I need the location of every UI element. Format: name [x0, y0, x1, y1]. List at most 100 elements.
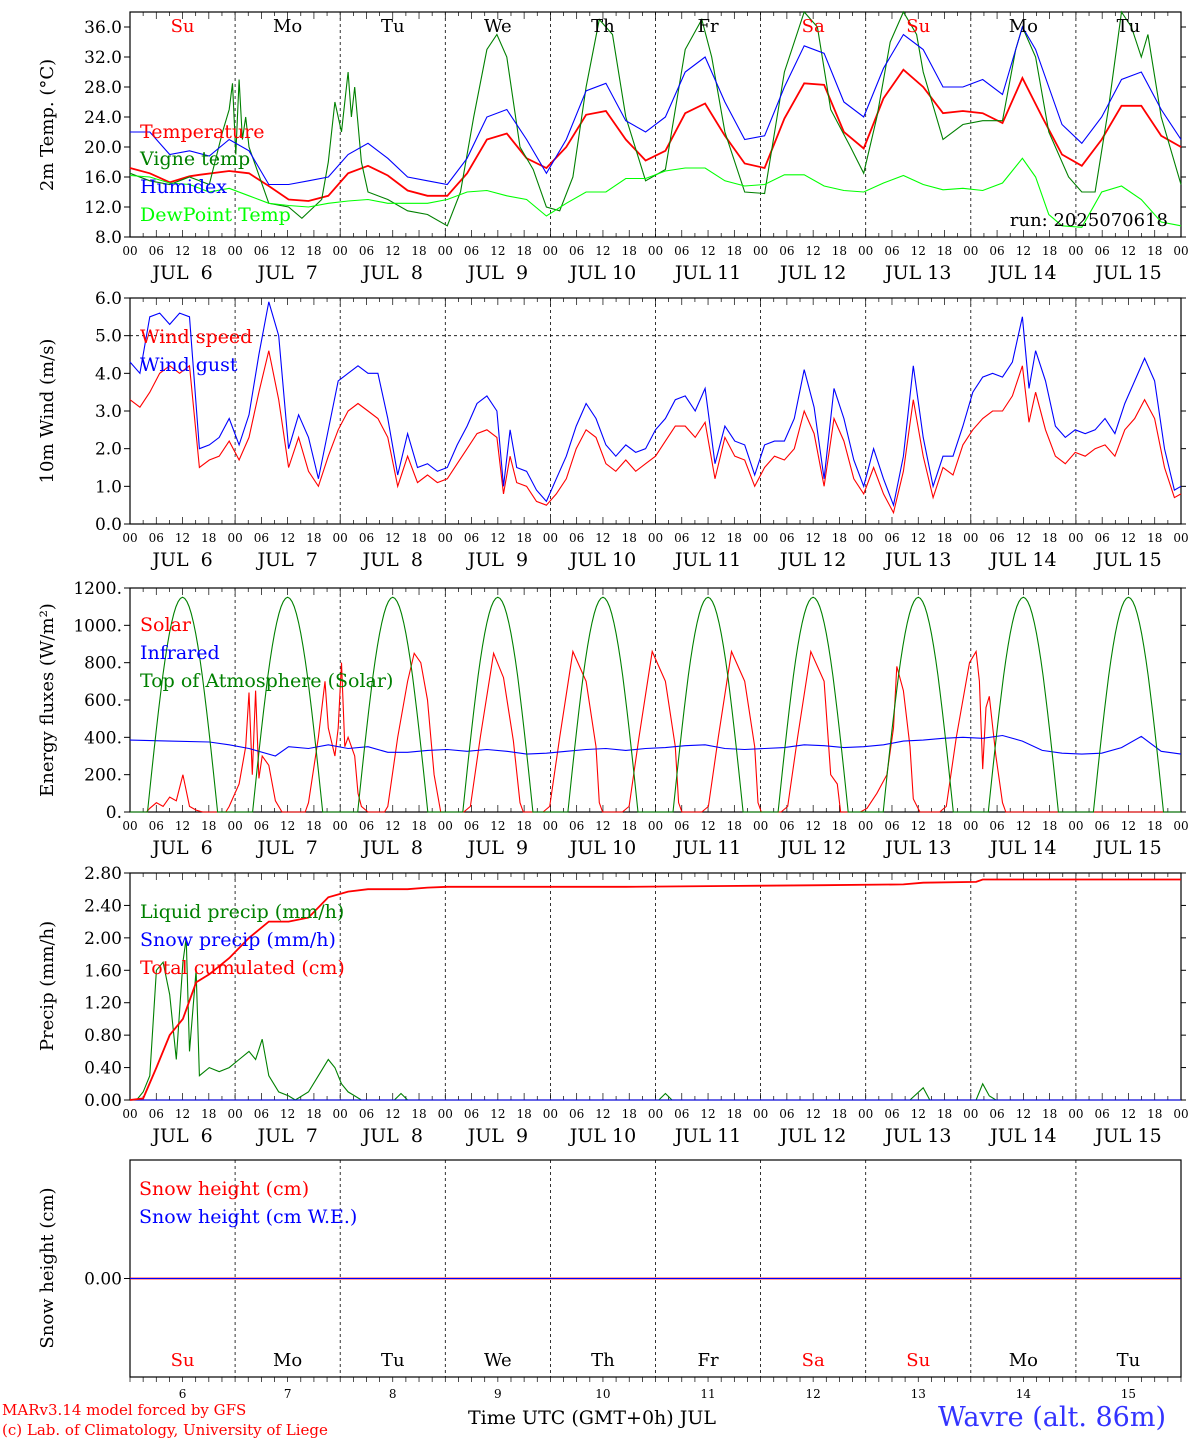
y-tick-label: 1200. [73, 579, 122, 599]
hour-tick-label: 12 [911, 244, 926, 258]
hour-tick-label: 00 [753, 819, 768, 833]
legend-entry: Snow precip (mm/h) [140, 929, 336, 951]
y-tick-label: 12.0 [84, 198, 122, 218]
day-number-label: 14 [1016, 1387, 1032, 1401]
hour-tick-label: 06 [149, 1107, 164, 1121]
y-tick-label: 200. [84, 766, 122, 786]
hour-tick-label: 00 [648, 244, 663, 258]
day-label: JUL 15 [1093, 837, 1161, 859]
weekday-label: Su [906, 16, 930, 37]
hour-tick-label: 18 [1147, 1107, 1162, 1121]
day-label: JUL 11 [673, 549, 741, 571]
y-tick-label: 2.40 [84, 896, 122, 916]
hour-tick-label: 00 [122, 244, 137, 258]
hour-tick-label: 00 [858, 531, 873, 545]
hour-tick-label: 12 [911, 531, 926, 545]
hour-tick-label: 18 [622, 1107, 637, 1121]
hour-tick-label: 06 [569, 531, 584, 545]
day-label: JUL 11 [673, 262, 741, 284]
y-tick-label: 2.80 [84, 864, 122, 884]
legend-entry: Snow height (cm W.E.) [139, 1206, 357, 1228]
hour-tick-label: 18 [1042, 531, 1057, 545]
hour-tick-label: 06 [884, 1107, 899, 1121]
hour-tick-label: 06 [254, 244, 269, 258]
day-label: JUL 14 [988, 837, 1056, 859]
y-tick-label: 800. [84, 654, 122, 674]
hour-tick-label: 00 [858, 244, 873, 258]
y-axis-label: Energy fluxes (W/m²) [37, 603, 58, 797]
legend-entry: Vigne temp [139, 148, 250, 170]
hour-tick-label: 00 [333, 1107, 348, 1121]
hour-tick-label: 06 [569, 819, 584, 833]
legend-entry: Temperature [140, 121, 264, 143]
hour-tick-label: 18 [1147, 531, 1162, 545]
hour-tick-label: 18 [1042, 1107, 1057, 1121]
lab-credit-line: (c) Lab. of Climatology, University of L… [2, 1421, 328, 1439]
day-label: JUL 13 [883, 549, 951, 571]
hour-tick-label: 12 [385, 819, 400, 833]
hour-tick-label: 06 [884, 244, 899, 258]
hour-tick-label: 06 [464, 244, 479, 258]
y-tick-label: 600. [84, 691, 122, 711]
day-label: JUL 12 [778, 1125, 846, 1147]
hour-tick-label: 12 [175, 819, 190, 833]
hour-tick-label: 12 [595, 244, 610, 258]
legend-entry: Top of Atmosphere (Solar) [140, 670, 393, 692]
hour-tick-label: 00 [333, 819, 348, 833]
hour-tick-label: 06 [149, 531, 164, 545]
day-label: JUL 15 [1093, 262, 1161, 284]
hour-tick-label: 12 [175, 1107, 190, 1121]
hour-tick-label: 18 [727, 819, 742, 833]
hour-tick-label: 06 [359, 1107, 374, 1121]
day-number-label: 12 [806, 1387, 821, 1401]
hour-tick-label: 06 [464, 1107, 479, 1121]
day-label: JUL 13 [883, 837, 951, 859]
y-tick-label: 1000. [73, 616, 122, 636]
hour-tick-label: 06 [674, 1107, 689, 1121]
plot-frame [129, 587, 1182, 813]
panel-5: 0.00 Snow height (cm) Snow height (cm) Snow… [37, 1159, 1182, 1378]
hour-tick-label: 06 [464, 819, 479, 833]
legend-entry: DewPoint Temp [140, 204, 291, 226]
y-tick-label: 6.0 [95, 289, 122, 309]
y-axis-label: 10m Wind (m/s) [37, 339, 58, 484]
legend-entry: Humidex [140, 176, 227, 198]
weekday-label: Mo [1009, 16, 1038, 37]
legend-entry: Infrared [140, 642, 220, 664]
hour-tick-label: 12 [700, 1107, 715, 1121]
y-tick-label: 3.0 [95, 402, 122, 422]
hour-tick-label: 18 [306, 819, 321, 833]
day-label: JUL 15 [1093, 1125, 1161, 1147]
hour-tick-label: 12 [385, 1107, 400, 1121]
legend-entry: Solar [140, 614, 192, 636]
hour-tick-label: 18 [1147, 819, 1162, 833]
hour-tick-label: 06 [674, 244, 689, 258]
hour-tick-label: 06 [989, 244, 1004, 258]
hour-tick-label: 12 [806, 819, 821, 833]
hour-tick-label: 06 [464, 531, 479, 545]
hour-tick-label: 18 [306, 1107, 321, 1121]
hour-tick-label: 18 [201, 819, 216, 833]
day-label: JUL 7 [255, 837, 317, 859]
series-line-infrared [129, 734, 1182, 757]
legend-entry: Liquid precip (mm/h) [140, 901, 344, 923]
hour-tick-label: 12 [385, 244, 400, 258]
day-label: JUL 12 [778, 549, 846, 571]
hour-tick-label: 06 [1095, 1107, 1110, 1121]
panel-4: 00 06 12 18 JUL 6 00 06 12 18 JUL 7 00 06 12 18 JUL 8 0… [37, 864, 1189, 1147]
weekday-label: Th [591, 1350, 615, 1371]
hour-tick-label: 12 [385, 531, 400, 545]
hour-tick-label: 06 [149, 819, 164, 833]
hour-tick-label: 12 [490, 531, 505, 545]
panel-2: 00 06 12 18 JUL 6 00 06 12 18 JUL 7 00 06 12 18 JUL 8 0… [37, 289, 1189, 571]
day-label: JUL 6 [150, 549, 212, 571]
hour-tick-label: 06 [674, 819, 689, 833]
day-label: JUL 9 [466, 262, 528, 284]
hour-tick-label: 12 [595, 1107, 610, 1121]
day-label: JUL 8 [361, 549, 423, 571]
x-axis-label: Time UTC (GMT+0h) JUL [468, 1407, 716, 1429]
hour-tick-label: 18 [622, 819, 637, 833]
hour-tick-label: 12 [700, 244, 715, 258]
weekday-label: We [484, 16, 512, 37]
hour-tick-label: 18 [727, 531, 742, 545]
